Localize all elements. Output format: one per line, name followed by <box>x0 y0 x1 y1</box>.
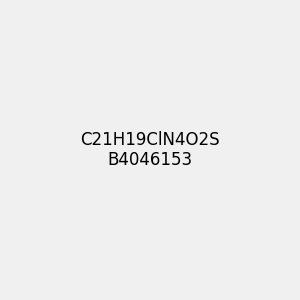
Text: C21H19ClN4O2S
B4046153: C21H19ClN4O2S B4046153 <box>80 130 220 170</box>
